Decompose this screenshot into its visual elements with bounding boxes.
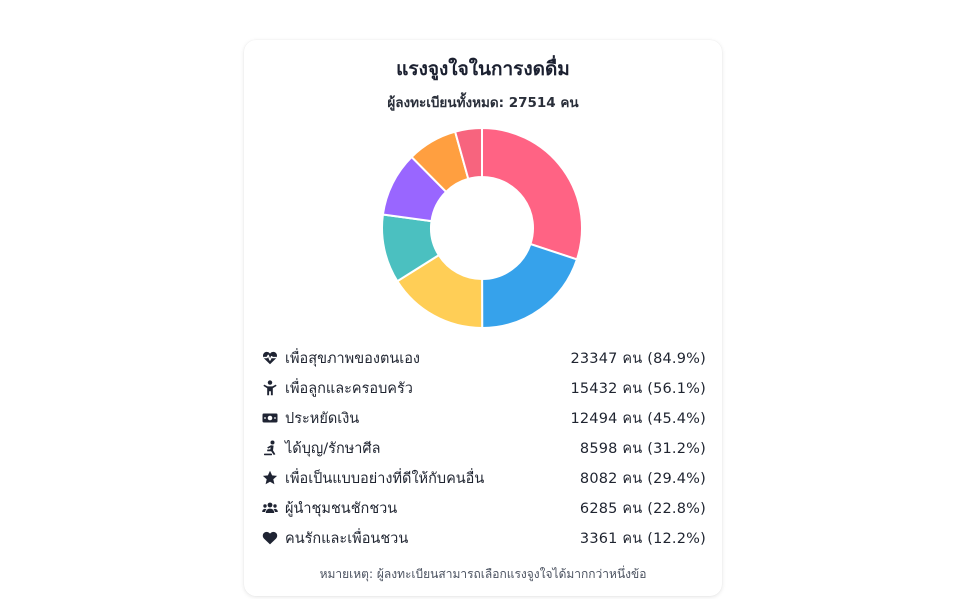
doughnut-svg <box>381 126 583 330</box>
money-bill-icon <box>262 410 278 426</box>
child-icon <box>262 380 278 396</box>
motivation-card: แรงจูงใจในการงดดื่ม ผู้ลงทะเบียนทั้งหมด:… <box>244 40 722 596</box>
praying-person-icon <box>262 440 278 456</box>
footnote: หมายเหตุ: ผู้ลงทะเบียนสามารถเลือกแรงจูงใ… <box>319 567 647 581</box>
legend-item: คนรักและเพื่อนชวน 3361 คน (12.2%) <box>262 523 706 553</box>
doughnut-slice[interactable] <box>481 242 579 330</box>
legend-label: เพื่อเป็นแบบอย่างที่ดีให้กับคนอื่น <box>285 470 485 487</box>
star-icon <box>262 470 278 486</box>
legend-label: เพื่อลูกและครอบครัว <box>285 380 413 397</box>
doughnut-slice[interactable] <box>481 126 583 261</box>
legend-item: เพื่อสุขภาพของตนเอง 23347 คน (84.9%) <box>262 343 706 373</box>
legend-item: เพื่อลูกและครอบครัว 15432 คน (56.1%) <box>262 373 706 403</box>
legend-item: ผู้นำชุมชนชักชวน 6285 คน (22.8%) <box>262 493 706 523</box>
legend-label: ได้บุญ/รักษาศีล <box>285 440 381 457</box>
legend-count: 6285 คน (22.8%) <box>579 500 706 517</box>
legend-item: ได้บุญ/รักษาศีล 8598 คน (31.2%) <box>262 433 706 463</box>
legend-item: ประหยัดเงิน 12494 คน (45.4%) <box>262 403 706 433</box>
legend-count: 23347 คน (84.9%) <box>570 350 706 367</box>
legend-label: ผู้นำชุมชนชักชวน <box>285 500 398 517</box>
doughnut-chart <box>380 126 584 330</box>
legend-count: 12494 คน (45.4%) <box>570 410 706 427</box>
legend-list: เพื่อสุขภาพของตนเอง 23347 คน (84.9%) เพื… <box>262 343 706 553</box>
legend-count: 3361 คน (12.2%) <box>579 530 706 547</box>
chart-title: แรงจูงใจในการงดดื่ม <box>396 58 570 80</box>
legend-label: คนรักและเพื่อนชวน <box>285 530 409 547</box>
heart-pulse-icon <box>262 350 278 366</box>
legend-count: 15432 คน (56.1%) <box>570 380 706 397</box>
users-icon <box>262 500 278 516</box>
legend-label: ประหยัดเงิน <box>285 410 360 427</box>
legend-count: 8082 คน (29.4%) <box>579 470 706 487</box>
legend-item: เพื่อเป็นแบบอย่างที่ดีให้กับคนอื่น 8082 … <box>262 463 706 493</box>
legend-label: เพื่อสุขภาพของตนเอง <box>285 350 421 367</box>
heart-icon <box>262 530 278 546</box>
legend-count: 8598 คน (31.2%) <box>579 440 706 457</box>
total-registrants: ผู้ลงทะเบียนทั้งหมด: 27514 คน <box>387 95 579 111</box>
doughnut-slice[interactable] <box>453 126 483 181</box>
